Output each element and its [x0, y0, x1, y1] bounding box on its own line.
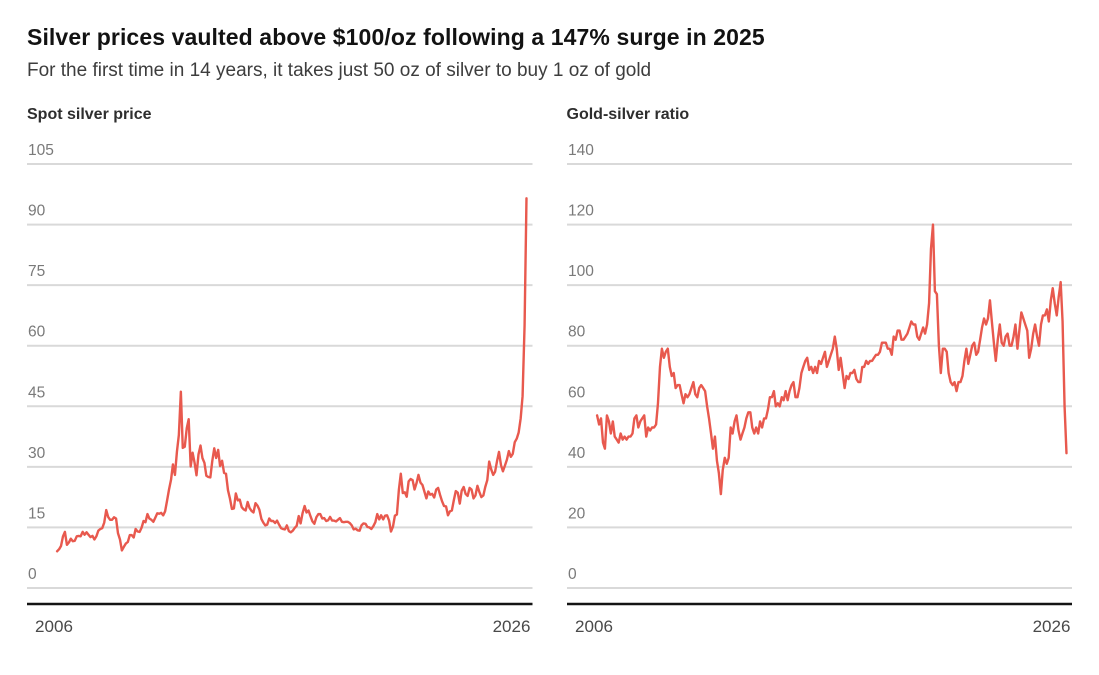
svg-text:0: 0 — [28, 566, 37, 583]
silver-price-panel: Spot silver price 105 90 75 60 45 30 15 0 2006 20… — [27, 106, 533, 654]
svg-text:75: 75 — [28, 263, 45, 280]
svg-text:2006: 2006 — [575, 617, 613, 636]
svg-text:15: 15 — [28, 505, 45, 522]
svg-text:90: 90 — [28, 203, 46, 220]
charts-row: Spot silver price 105 90 75 60 45 30 15 0 2006 20… — [27, 106, 1072, 654]
page-title: Silver prices vaulted above $100/oz foll… — [27, 24, 765, 50]
svg-text:0: 0 — [568, 566, 577, 583]
page-subtitle: For the first time in 14 years, it takes… — [27, 60, 652, 81]
silver-price-chart-title: Spot silver price — [27, 106, 152, 123]
silver-price-chart: 105 90 75 60 45 30 15 0 2006 2026 — [27, 142, 533, 636]
svg-text:2026: 2026 — [493, 617, 531, 636]
svg-text:45: 45 — [28, 384, 45, 401]
svg-text:100: 100 — [568, 263, 594, 280]
svg-text:2006: 2006 — [35, 617, 73, 636]
svg-text:80: 80 — [568, 324, 586, 341]
svg-text:140: 140 — [568, 142, 594, 159]
svg-text:120: 120 — [568, 203, 594, 220]
svg-text:2026: 2026 — [1032, 617, 1070, 636]
svg-text:30: 30 — [28, 445, 46, 462]
svg-text:60: 60 — [568, 384, 586, 401]
gold-silver-ratio-chart-title: Gold-silver ratio — [566, 106, 690, 123]
svg-text:20: 20 — [568, 505, 586, 522]
svg-text:40: 40 — [568, 445, 586, 462]
svg-text:105: 105 — [28, 142, 54, 159]
svg-text:60: 60 — [28, 324, 46, 341]
gold-silver-ratio-panel: Gold-silver ratio 140 120 100 80 60 40 20 0 2006… — [566, 106, 1072, 654]
gold-silver-ratio-chart: 140 120 100 80 60 40 20 0 2006 2026 — [566, 142, 1072, 636]
